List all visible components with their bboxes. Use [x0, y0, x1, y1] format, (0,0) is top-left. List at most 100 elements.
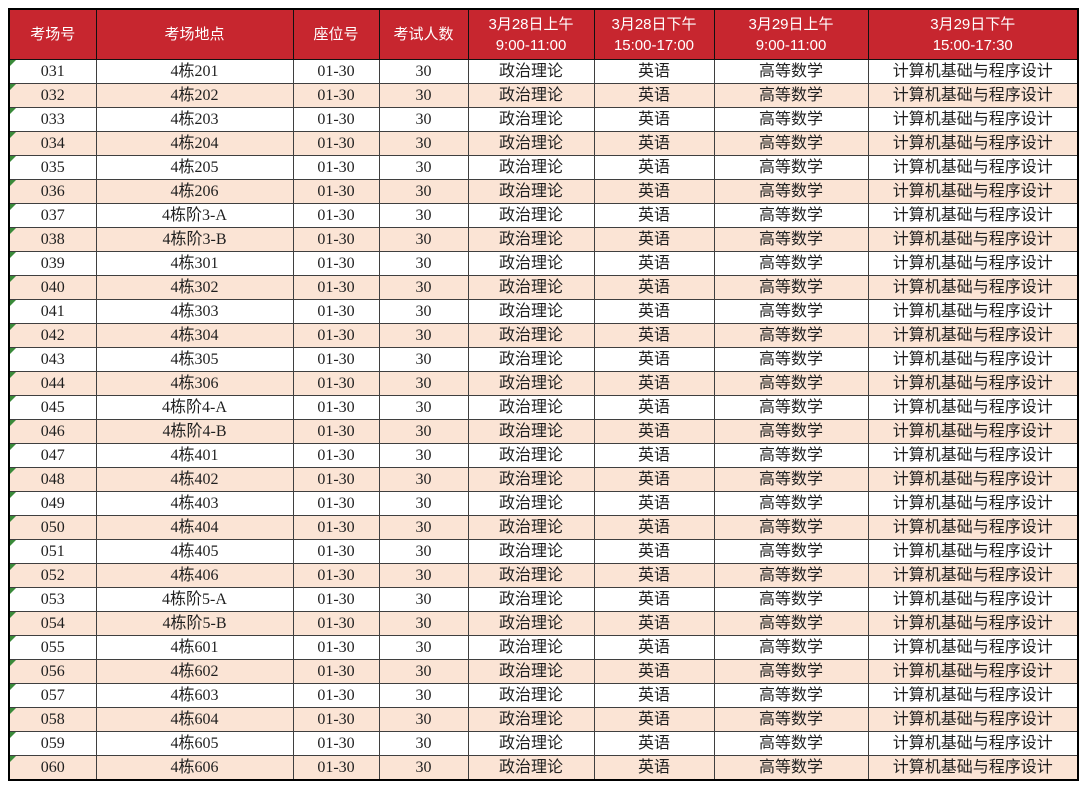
cell-exam-mar29-pm: 计算机基础与程序设计 [867, 755, 1079, 781]
column-header-label: 3月29日上午 [748, 15, 834, 33]
cell-room-number: 049 [8, 491, 97, 516]
cell-examinee-count: 30 [378, 443, 469, 468]
table-row: 058 4栋604 01-30 30 政治理论 英语 高等数学 计算机基础与程序设计 [8, 707, 1079, 732]
cell-exam-mar28-pm: 英语 [593, 587, 715, 612]
cell-seat-range: 01-30 [292, 203, 380, 228]
cell-exam-mar29-am: 高等数学 [713, 347, 869, 372]
cell-seat-range: 01-30 [292, 467, 380, 492]
cell-exam-mar28-pm: 英语 [593, 707, 715, 732]
cell-exam-mar28-pm: 英语 [593, 611, 715, 636]
table-row: 056 4栋602 01-30 30 政治理论 英语 高等数学 计算机基础与程序设计 [8, 659, 1079, 684]
cell-exam-mar28-pm: 英语 [593, 659, 715, 684]
cell-exam-mar29-pm: 计算机基础与程序设计 [867, 611, 1079, 636]
cell-examinee-count: 30 [378, 155, 469, 180]
cell-exam-mar28-am: 政治理论 [467, 683, 595, 708]
cell-room-number: 035 [8, 155, 97, 180]
cell-seat-range: 01-30 [292, 611, 380, 636]
cell-exam-mar29-pm: 计算机基础与程序设计 [867, 563, 1079, 588]
cell-exam-mar29-pm: 计算机基础与程序设计 [867, 107, 1079, 132]
cell-exam-mar28-pm: 英语 [593, 491, 715, 516]
cell-seat-range: 01-30 [292, 395, 380, 420]
cell-exam-mar29-am: 高等数学 [713, 275, 869, 300]
cell-exam-mar29-am: 高等数学 [713, 107, 869, 132]
cell-location: 4栋602 [95, 659, 294, 684]
cell-exam-mar28-pm: 英语 [593, 83, 715, 108]
cell-examinee-count: 30 [378, 467, 469, 492]
cell-exam-mar29-am: 高等数学 [713, 227, 869, 252]
cell-exam-mar29-am: 高等数学 [713, 59, 869, 84]
cell-exam-mar28-pm: 英语 [593, 59, 715, 84]
cell-location: 4栋206 [95, 179, 294, 204]
column-header-seat-range: 座位号 [292, 8, 380, 60]
column-header-exam-mar29-am: 3月29日上午 9:00-11:00 [713, 8, 869, 60]
cell-examinee-count: 30 [378, 683, 469, 708]
table-row: 034 4栋204 01-30 30 政治理论 英语 高等数学 计算机基础与程序设计 [8, 131, 1079, 156]
cell-location: 4栋605 [95, 731, 294, 756]
cell-exam-mar28-pm: 英语 [593, 467, 715, 492]
cell-examinee-count: 30 [378, 299, 469, 324]
cell-seat-range: 01-30 [292, 59, 380, 84]
cell-exam-mar29-pm: 计算机基础与程序设计 [867, 707, 1079, 732]
header-row: 考场号 考场地点 座位号 考试人数 3月28日上午 9:00-11:00 3月28… [8, 8, 1079, 60]
table-row: 046 4栋阶4-B 01-30 30 政治理论 英语 高等数学 计算机基础与程序设计 [8, 419, 1079, 444]
cell-room-number: 041 [8, 299, 97, 324]
cell-room-number: 045 [8, 395, 97, 420]
column-header-exam-mar29-pm: 3月29日下午 15:00-17:30 [867, 8, 1079, 60]
table-row: 033 4栋203 01-30 30 政治理论 英语 高等数学 计算机基础与程序设计 [8, 107, 1079, 132]
column-header-sublabel: 15:00-17:30 [932, 36, 1013, 54]
cell-exam-mar28-am: 政治理论 [467, 179, 595, 204]
cell-exam-mar29-am: 高等数学 [713, 635, 869, 660]
cell-exam-mar28-pm: 英语 [593, 227, 715, 252]
cell-exam-mar29-pm: 计算机基础与程序设计 [867, 59, 1079, 84]
cell-exam-mar29-pm: 计算机基础与程序设计 [867, 371, 1079, 396]
cell-exam-mar29-pm: 计算机基础与程序设计 [867, 203, 1079, 228]
cell-room-number: 059 [8, 731, 97, 756]
cell-room-number: 031 [8, 59, 97, 84]
cell-location: 4栋202 [95, 83, 294, 108]
table-row: 036 4栋206 01-30 30 政治理论 英语 高等数学 计算机基础与程序设计 [8, 179, 1079, 204]
cell-exam-mar28-pm: 英语 [593, 635, 715, 660]
cell-exam-mar29-am: 高等数学 [713, 707, 869, 732]
cell-location: 4栋406 [95, 563, 294, 588]
cell-examinee-count: 30 [378, 59, 469, 84]
cell-examinee-count: 30 [378, 131, 469, 156]
cell-examinee-count: 30 [378, 515, 469, 540]
table-row: 038 4栋阶3-B 01-30 30 政治理论 英语 高等数学 计算机基础与程序设计 [8, 227, 1079, 252]
cell-location: 4栋302 [95, 275, 294, 300]
cell-location: 4栋阶5-B [95, 611, 294, 636]
table-row: 054 4栋阶5-B 01-30 30 政治理论 英语 高等数学 计算机基础与程序设计 [8, 611, 1079, 636]
cell-examinee-count: 30 [378, 707, 469, 732]
cell-seat-range: 01-30 [292, 419, 380, 444]
cell-exam-mar28-am: 政治理论 [467, 227, 595, 252]
cell-exam-mar28-am: 政治理论 [467, 83, 595, 108]
cell-exam-mar29-pm: 计算机基础与程序设计 [867, 131, 1079, 156]
cell-room-number: 047 [8, 443, 97, 468]
cell-exam-mar28-am: 政治理论 [467, 755, 595, 781]
cell-exam-mar29-pm: 计算机基础与程序设计 [867, 443, 1079, 468]
cell-exam-mar29-am: 高等数学 [713, 467, 869, 492]
cell-location: 4栋301 [95, 251, 294, 276]
cell-location: 4栋阶4-A [95, 395, 294, 420]
cell-exam-mar29-pm: 计算机基础与程序设计 [867, 251, 1079, 276]
table-row: 051 4栋405 01-30 30 政治理论 英语 高等数学 计算机基础与程序设计 [8, 539, 1079, 564]
cell-room-number: 032 [8, 83, 97, 108]
cell-exam-mar29-pm: 计算机基础与程序设计 [867, 659, 1079, 684]
column-header-exam-mar28-am: 3月28日上午 9:00-11:00 [467, 8, 595, 60]
table-row: 053 4栋阶5-A 01-30 30 政治理论 英语 高等数学 计算机基础与程序设计 [8, 587, 1079, 612]
cell-exam-mar28-am: 政治理论 [467, 491, 595, 516]
cell-seat-range: 01-30 [292, 299, 380, 324]
cell-exam-mar28-pm: 英语 [593, 371, 715, 396]
column-header-sublabel: 9:00-11:00 [755, 36, 827, 54]
cell-room-number: 042 [8, 323, 97, 348]
cell-seat-range: 01-30 [292, 539, 380, 564]
cell-exam-mar29-pm: 计算机基础与程序设计 [867, 683, 1079, 708]
cell-exam-mar28-am: 政治理论 [467, 59, 595, 84]
cell-exam-mar29-pm: 计算机基础与程序设计 [867, 515, 1079, 540]
cell-location: 4栋305 [95, 347, 294, 372]
table-row: 037 4栋阶3-A 01-30 30 政治理论 英语 高等数学 计算机基础与程序设计 [8, 203, 1079, 228]
column-header-label: 3月29日下午 [930, 15, 1016, 33]
cell-location: 4栋402 [95, 467, 294, 492]
column-header-label: 3月28日下午 [611, 15, 697, 33]
cell-location: 4栋204 [95, 131, 294, 156]
cell-room-number: 048 [8, 467, 97, 492]
